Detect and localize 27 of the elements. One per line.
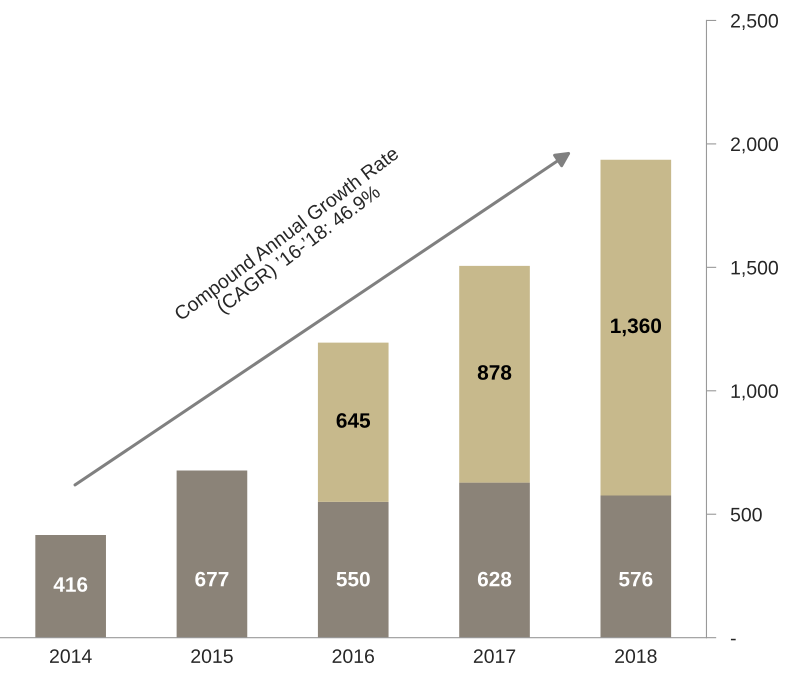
data-label: 1,360	[611, 318, 662, 336]
y-tick-label: 2,500	[731, 14, 778, 30]
y-tick-label: 2,000	[731, 137, 778, 154]
data-label: 628	[478, 572, 512, 586]
data-label: 576	[619, 572, 652, 586]
y-tick-label: 1,500	[732, 260, 778, 277]
bar	[600, 160, 672, 496]
x-tick-label: 2015	[191, 649, 233, 664]
y-tick-label: 500	[730, 508, 762, 522]
x-tick-label: 2014	[50, 649, 92, 664]
x-tick-label: 2016	[332, 649, 374, 664]
y-tick-label: 1,000	[732, 384, 778, 400]
data-label: 416	[54, 577, 88, 592]
data-label: 550	[336, 572, 370, 586]
data-label: 878	[478, 365, 512, 380]
bar	[459, 482, 530, 638]
bar	[600, 495, 672, 638]
y-tick-label: -	[730, 638, 736, 640]
bar	[176, 470, 248, 638]
x-tick-label: 2017	[474, 649, 516, 664]
bar	[35, 534, 106, 638]
data-label: 645	[336, 413, 370, 428]
bar	[318, 342, 389, 502]
x-tick-label: 2018	[615, 649, 657, 664]
bar	[459, 266, 530, 483]
data-label: 677	[195, 572, 228, 586]
bar	[318, 502, 389, 638]
